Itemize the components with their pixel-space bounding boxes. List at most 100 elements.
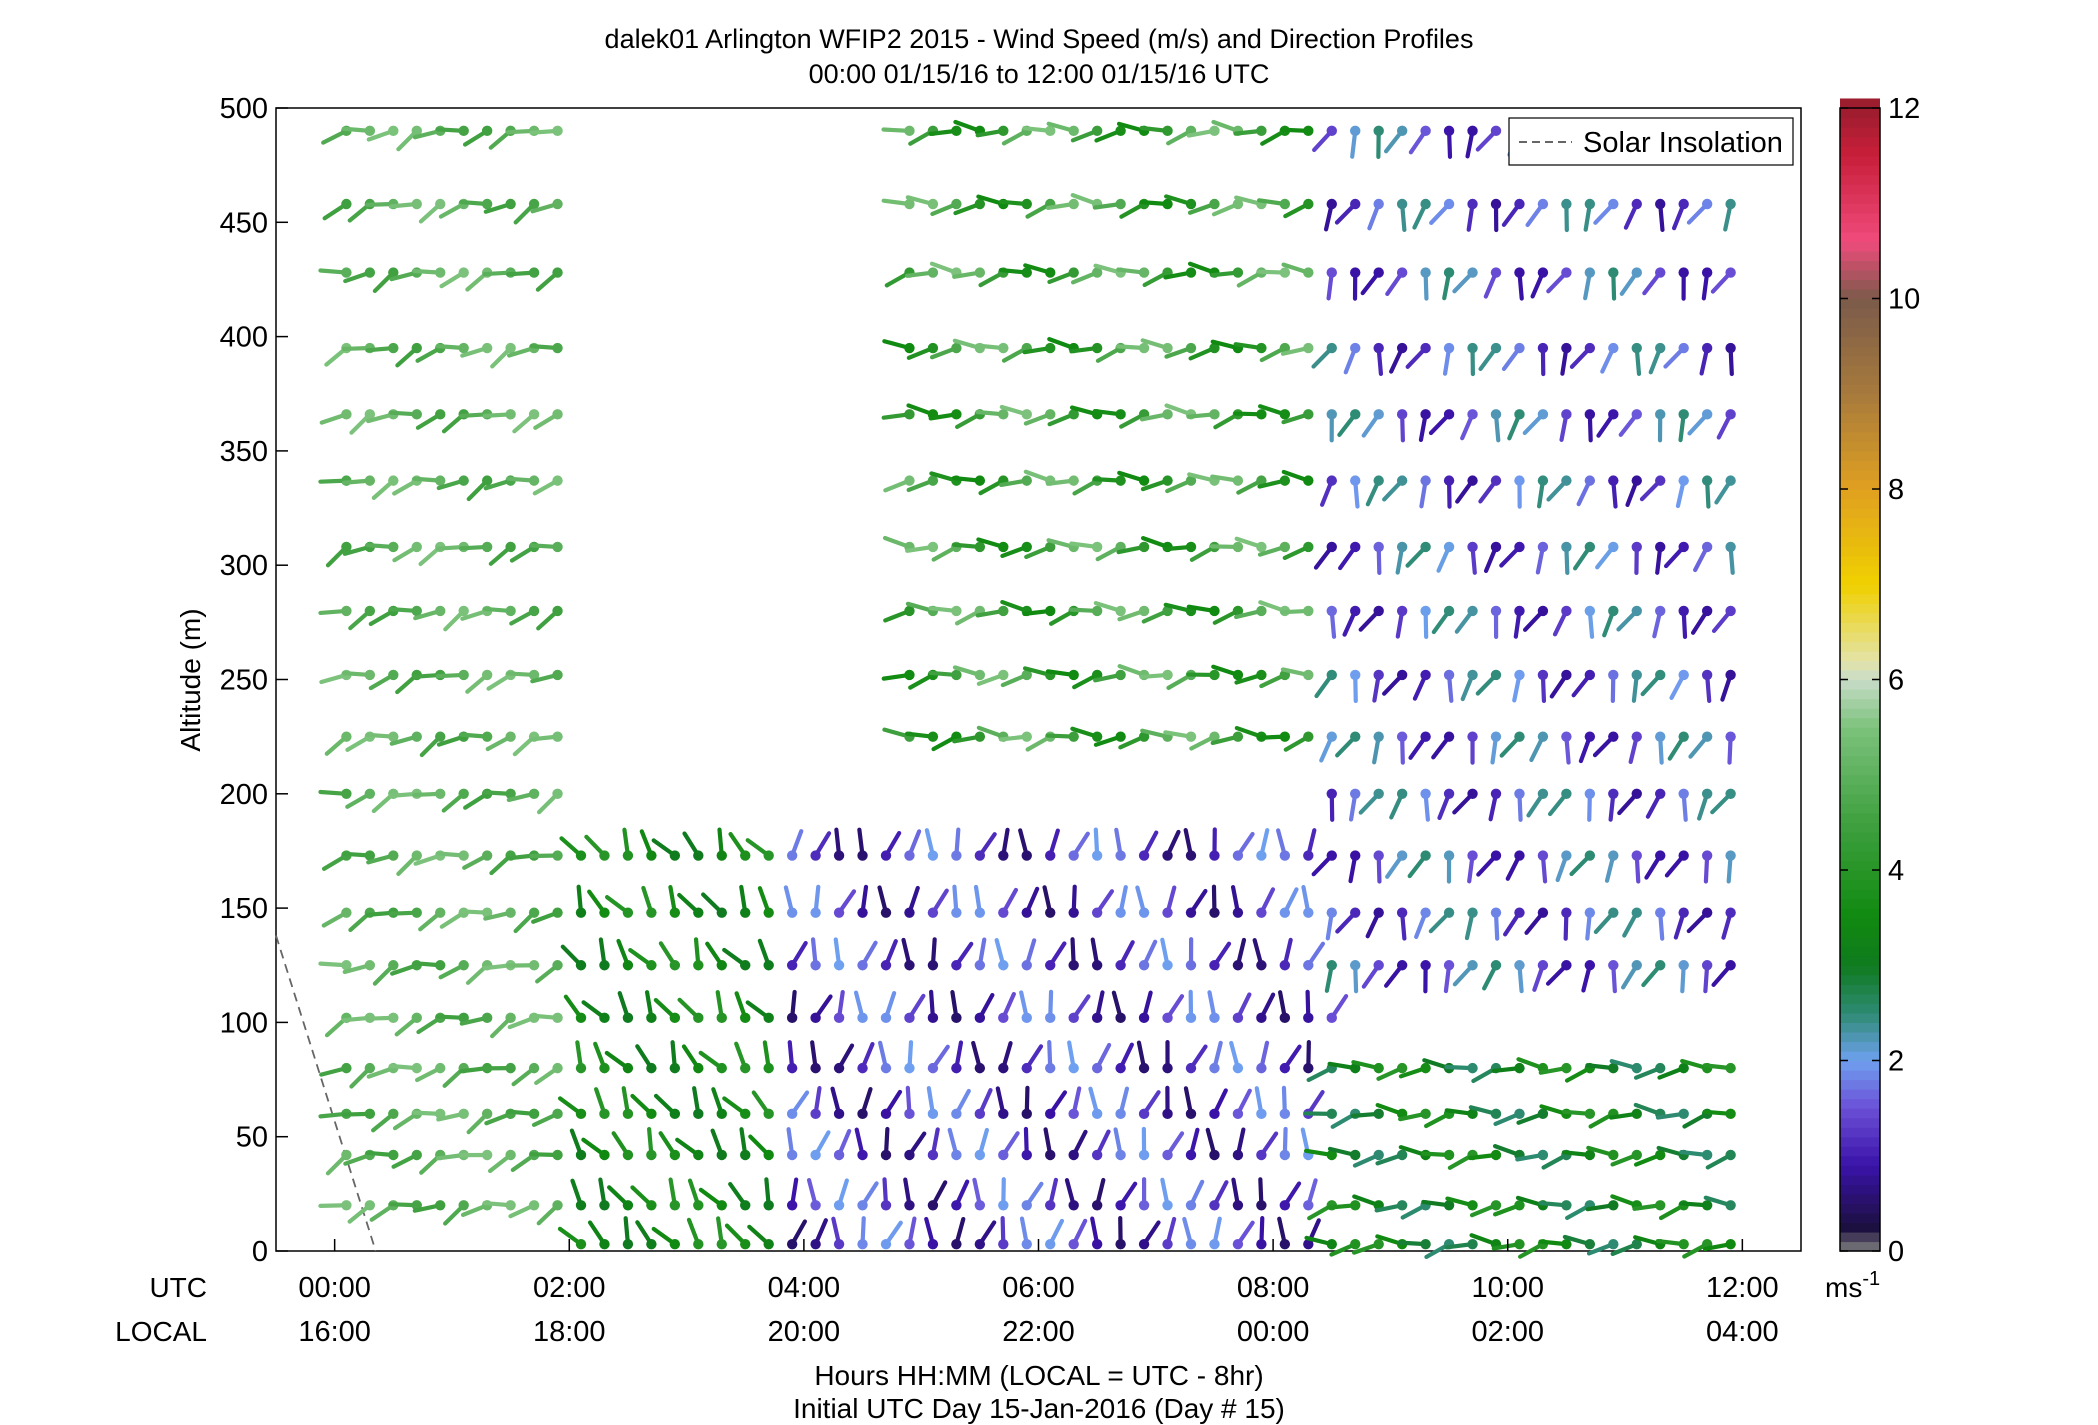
wind-barb xyxy=(1679,1149,1713,1161)
wind-barb-dot xyxy=(1373,267,1384,278)
wind-barb-dot xyxy=(927,1238,939,1250)
colorbar-segment xyxy=(1840,1222,1880,1233)
wind-barb-dot xyxy=(505,731,516,742)
wind-barb xyxy=(1578,731,1596,764)
wind-barb xyxy=(563,994,587,1024)
wind-barb-dot xyxy=(833,1238,845,1250)
wind-barb-dot xyxy=(1396,475,1408,486)
wind-barb xyxy=(1327,1146,1361,1161)
wind-barb xyxy=(1358,605,1384,632)
wind-barb-dot xyxy=(1584,1108,1596,1120)
wind-barb-dot xyxy=(693,1200,704,1211)
wind-barb-dot xyxy=(1115,475,1126,486)
wind-barb xyxy=(998,887,1019,918)
wind-barb xyxy=(1300,1127,1314,1161)
wind-barb-dot xyxy=(1655,1062,1666,1074)
wind-barb xyxy=(1162,541,1197,553)
wind-barb-dot xyxy=(552,907,563,918)
wind-barb-dot xyxy=(1232,960,1244,971)
wind-barb xyxy=(1465,125,1478,159)
wind-barb xyxy=(1092,198,1126,210)
colorbar-segment xyxy=(1840,184,1880,195)
wind-barb-dot xyxy=(646,960,657,971)
wind-barb xyxy=(971,1040,986,1074)
wind-barb-dot xyxy=(951,125,962,137)
wind-barb xyxy=(1257,475,1291,489)
wind-barb-dot xyxy=(1091,1200,1103,1211)
wind-barb-dot xyxy=(1091,907,1103,918)
wind-barb-dot xyxy=(1021,409,1032,420)
wind-barb-dot xyxy=(1350,475,1361,486)
wind-barb xyxy=(1325,907,1337,941)
wind-barb xyxy=(974,1220,997,1250)
wind-barb-dot xyxy=(1701,731,1713,742)
wind-barb-dot xyxy=(1584,850,1596,861)
wind-barb xyxy=(976,537,1009,553)
wind-barb-dot xyxy=(599,1238,610,1250)
wind-barb-dot xyxy=(458,1200,469,1211)
wind-barb-dot xyxy=(1091,1238,1103,1250)
wind-barb-dot xyxy=(1021,1200,1032,1211)
wind-barb-dot xyxy=(998,1200,1009,1211)
wind-barb-dot xyxy=(505,605,516,617)
wind-barb xyxy=(1412,669,1431,701)
wind-barb xyxy=(1663,541,1689,569)
wind-barb xyxy=(724,1223,751,1250)
wind-barb xyxy=(1454,605,1478,634)
wind-barb xyxy=(1070,267,1103,285)
y-tick-label: 500 xyxy=(220,93,268,125)
wind-barb-dot xyxy=(998,605,1009,617)
wind-barb-dot xyxy=(1303,1200,1314,1211)
wind-barb-dot xyxy=(974,1238,986,1250)
wind-barb xyxy=(658,1131,681,1161)
wind-barb-dot xyxy=(341,409,352,420)
wind-barb xyxy=(324,731,352,756)
wind-barb-dot xyxy=(880,850,892,861)
wind-barb xyxy=(927,989,939,1024)
wind-barb xyxy=(1592,731,1619,758)
wind-barb xyxy=(1021,938,1037,971)
wind-barb-dot xyxy=(1115,731,1126,742)
wind-barb xyxy=(1326,267,1337,301)
wind-barb xyxy=(1619,267,1642,296)
colorbar-segment xyxy=(1840,974,1880,985)
wind-barb xyxy=(1443,669,1455,703)
wind-barb xyxy=(349,1062,376,1089)
wind-barb xyxy=(459,907,493,918)
wind-barb xyxy=(1068,884,1079,918)
wind-barb xyxy=(1327,1061,1361,1074)
wind-barb-dot xyxy=(1232,1012,1244,1024)
wind-barb-dot xyxy=(1678,907,1689,918)
wind-barb-dot xyxy=(622,907,634,918)
colorbar-segment xyxy=(1840,403,1880,414)
wind-barb-dot xyxy=(1396,850,1408,861)
colorbar-segment xyxy=(1840,660,1880,671)
wind-barb xyxy=(857,827,868,861)
wind-barb xyxy=(881,669,915,681)
colorbar-tick-label: 12 xyxy=(1888,93,1920,125)
wind-barb-dot xyxy=(1537,669,1549,681)
wind-barb xyxy=(1256,828,1270,861)
wind-barb-dot xyxy=(1396,669,1408,681)
wind-barb-dot xyxy=(341,605,352,617)
wind-barb xyxy=(722,1096,751,1120)
wind-barb-dot xyxy=(575,1108,587,1120)
wind-barb xyxy=(748,1134,774,1161)
wind-barb xyxy=(1232,1220,1255,1250)
wind-barb xyxy=(1233,342,1267,354)
wind-barb xyxy=(810,937,821,971)
wind-barb xyxy=(1711,605,1736,634)
wind-barb xyxy=(831,1216,845,1250)
wind-barb xyxy=(418,907,446,932)
wind-barb-dot xyxy=(1138,1200,1150,1211)
wind-barb xyxy=(1138,830,1159,861)
wind-barb-dot xyxy=(1701,850,1713,861)
wind-barb-dot xyxy=(1021,1149,1032,1161)
wind-barb-dot xyxy=(810,1238,821,1250)
colorbar-segment xyxy=(1840,1231,1880,1243)
wind-barb xyxy=(584,834,610,861)
wind-barb-dot xyxy=(1162,198,1173,210)
wind-barb xyxy=(1573,541,1596,571)
